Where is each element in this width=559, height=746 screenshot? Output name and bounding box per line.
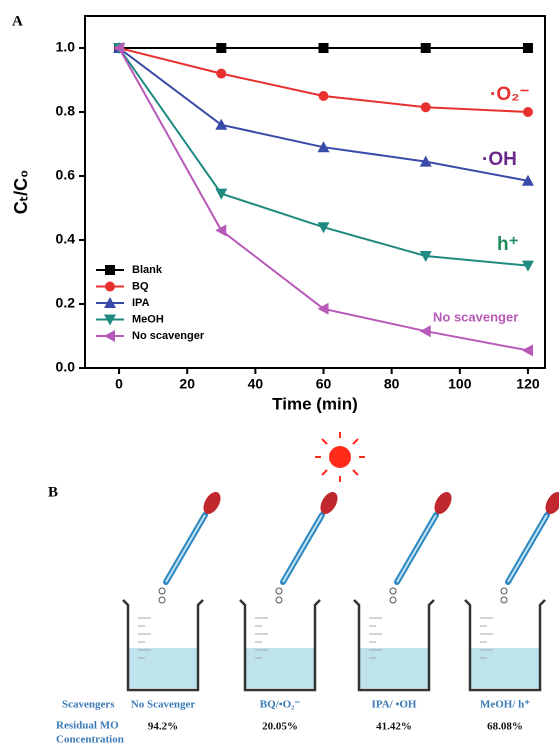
pipette-glass [165, 514, 206, 583]
y-tick-label: 1.0 [56, 39, 76, 55]
liquid [470, 648, 540, 688]
legend-label: MeOH [132, 313, 164, 325]
column-label: No Scavenger [131, 699, 196, 711]
pipette-bulb [320, 492, 338, 514]
x-tick-label: 80 [384, 376, 400, 392]
marker [521, 260, 534, 272]
marker [317, 302, 329, 315]
residual-value: 20.05% [262, 721, 298, 733]
pipette-bulb [545, 492, 559, 514]
marker [215, 118, 228, 130]
beaker-set [122, 492, 221, 692]
beaker [353, 599, 435, 692]
residual-value: 94.2% [148, 721, 178, 733]
y-tick-label: 0.4 [56, 231, 76, 247]
droplet [158, 587, 166, 595]
legend-marker [104, 314, 116, 326]
x-tick-label: 40 [248, 376, 264, 392]
marker [419, 325, 431, 338]
marker [317, 141, 330, 153]
legend-label: Blank [132, 264, 163, 276]
annotation: h⁺ [497, 234, 519, 255]
beaker [122, 599, 204, 692]
pipette-glass [282, 514, 323, 583]
marker [318, 43, 329, 53]
x-tick-label: 20 [179, 376, 195, 392]
beaker-set [239, 492, 338, 692]
y-tick-label: 0.8 [56, 103, 76, 119]
x-tick-label: 100 [448, 376, 472, 392]
legend-marker [105, 265, 115, 275]
series-line [118, 47, 529, 182]
residual-value: 68.08% [487, 721, 523, 733]
column-label: IPA/ •OH [372, 699, 417, 711]
legend-marker [104, 297, 116, 308]
column-label: BQ/•O₂⁻ [260, 699, 301, 711]
droplet [275, 596, 283, 604]
panel-label: B [48, 484, 58, 500]
row-header: Scavengers [62, 699, 115, 711]
legend-label: BQ [132, 280, 149, 292]
droplet [158, 596, 166, 604]
sun [315, 432, 365, 482]
droplet [500, 587, 508, 595]
liquid [359, 648, 429, 688]
marker [215, 188, 228, 200]
liquid [128, 648, 198, 688]
marker [420, 43, 431, 53]
marker [420, 102, 431, 113]
beaker [239, 599, 321, 692]
annotation: ·O₂⁻ [490, 84, 530, 105]
row-label: Concentration [56, 734, 124, 746]
y-tick-label: 0.2 [56, 295, 76, 311]
marker [419, 155, 432, 167]
panel-label: A [12, 13, 23, 29]
marker [318, 91, 329, 101]
column-label: MeOH/ h⁺ [480, 699, 530, 711]
legend-label: No scavenger [132, 330, 205, 342]
row-label: Residual MO [56, 720, 119, 732]
pipette-glass [396, 514, 437, 583]
x-axis-label: Time (min) [272, 394, 358, 413]
pipette-bulb [203, 492, 221, 514]
y-tick-label: 0.0 [56, 359, 76, 375]
x-tick-label: 0 [115, 376, 123, 392]
annotation: No scavenger [433, 309, 518, 324]
residual-value: 41.42% [376, 721, 412, 733]
legend-marker [104, 330, 115, 342]
marker [216, 43, 227, 53]
legend-marker [105, 281, 115, 292]
series-line [118, 47, 529, 113]
marker [215, 224, 227, 237]
marker [216, 68, 227, 79]
marker [522, 107, 533, 117]
annotation: ·OH [482, 149, 517, 170]
marker [317, 222, 330, 234]
plot-frame [84, 15, 546, 369]
marker [521, 344, 533, 357]
droplet [389, 596, 397, 604]
marker [419, 251, 432, 262]
legend-label: IPA [132, 297, 150, 309]
y-axis-label: Cₜ/C₀ [11, 170, 31, 214]
droplet [275, 587, 283, 595]
beaker-set [464, 492, 559, 692]
beaker-set [353, 492, 452, 692]
x-tick-label: 120 [516, 376, 540, 392]
pipette-glass [507, 514, 548, 583]
droplet [389, 587, 397, 595]
liquid [245, 648, 315, 688]
marker [522, 43, 533, 53]
y-tick-label: 0.6 [56, 167, 76, 183]
droplet [500, 596, 508, 604]
x-tick-label: 60 [316, 376, 332, 392]
beaker [464, 599, 546, 692]
marker [521, 174, 534, 186]
marker [113, 42, 125, 54]
pipette-bulb [434, 492, 452, 514]
